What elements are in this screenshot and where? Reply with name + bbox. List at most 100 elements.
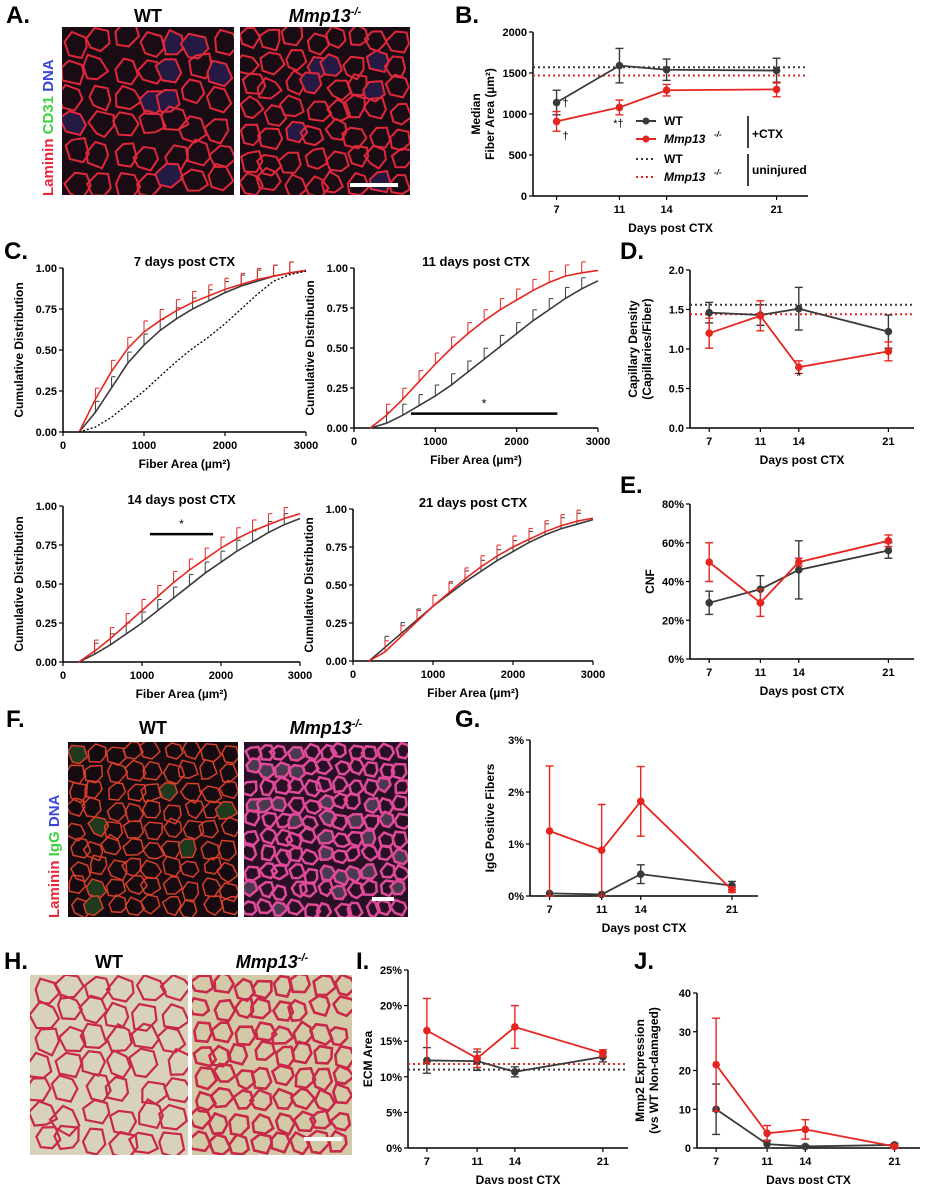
data-point [615,61,624,70]
y-tick-label: 0.25 [36,386,57,398]
y-tick-label: 1.5 [669,305,684,317]
data-point [615,103,624,112]
panel-letter-d: D. [620,238,644,265]
x-tick-label: 21 [882,667,894,679]
legend-group-label: +CTX [752,127,783,141]
x-tick-label: 14 [793,436,806,448]
panel-a-ko-micrograph [240,27,410,195]
y-tick-label: 2.0 [669,265,684,277]
panel-f-ko-title: Mmp13-/- [289,718,363,738]
y-axis-label: CNF [643,569,657,594]
data-point [795,363,803,371]
series-line [549,873,733,896]
chart-d: 0.0 0.5 1.0 1.5 2.0 7 11 14 21 Days post CTX Capil… [626,265,914,467]
panel-h-wt-title: WT [95,952,123,972]
x-tick-label: 2000 [504,436,528,448]
x-tick-label: 3000 [581,669,605,681]
x-tick-label: 1000 [423,436,447,448]
x-tick-label: 1000 [130,670,154,682]
legend-label: Mmp13 [664,170,706,184]
y-axis-label: Cumulative Distribution [12,282,26,417]
legend-sup: -/- [714,168,722,177]
x-tick-label: 2000 [209,670,233,682]
annotation-star: * [796,369,801,384]
data-point [772,66,781,75]
x-tick-label: 3000 [288,670,312,682]
scale-bar [304,1137,342,1141]
chart-title: 14 days post CTX [127,492,236,507]
data-point [597,846,606,855]
scale-bar [372,897,394,901]
panel-letter-i: I. [356,948,370,975]
panel-h-wt-micrograph [30,975,188,1155]
data-point [511,1068,519,1076]
y-tick-label: 3% [508,735,524,747]
x-tick-label: 21 [726,904,738,916]
data-point [423,1026,431,1035]
y-tick-label: 5% [386,1107,402,1119]
y-axis-label: IgG Positive Fibers [483,763,497,872]
panel-h-ko-micrograph [192,975,352,1155]
x-axis-label: Fiber Area (µm²) [430,453,522,467]
data-point [756,599,765,607]
x-tick-label: 21 [888,1156,900,1168]
series-line [715,1064,895,1148]
y-tick-label: 1.0 [669,344,684,356]
y-tick-label: 0% [508,891,524,903]
y-tick-label: 0.5 [669,384,684,396]
x-tick-label: 7 [706,667,712,679]
x-tick-label: 11 [471,1156,483,1168]
annotation-dagger: † [563,130,569,142]
panel-letter-h: H. [4,948,28,975]
chart-c3: 0.00 0.25 0.50 0.75 1.00 0 1000 2000 3000 Fiber A… [12,492,312,701]
legend-label: WT [664,114,683,128]
data-point [795,566,803,574]
significance-star: * [179,517,184,531]
y-tick-label: 0 [521,191,527,203]
y-tick-label: 10% [380,1072,402,1084]
x-tick-label: 7 [706,436,712,448]
series-line [426,1055,604,1073]
y-tick-label: 0.50 [36,345,57,357]
x-tick-label: 21 [770,204,782,216]
y-tick-label: 0% [668,654,684,666]
y-tick-label: 1% [508,839,524,851]
data-point [884,347,893,356]
chart-e: 0% 20% 40% 60% 80% 7 11 14 21 Days post CTX CNF [643,499,914,698]
chart-c1: 0.00 0.25 0.50 0.75 1.00 0 1000 2000 3000 Fiber A… [12,254,318,471]
panel-f-wt-title: WT [139,718,167,738]
x-axis-label: Fiber Area (µm²) [139,457,231,471]
y-tick-label: 1500 [503,68,527,80]
x-axis-label: Days post CTX [760,684,845,698]
y-tick-label: 0.75 [36,304,57,316]
x-tick-label: 7 [713,1156,719,1168]
x-tick-label: 11 [596,904,608,916]
legend-label: WT [664,152,683,166]
y-tick-label: 40% [662,577,684,589]
y-axis-label: (Capillaries/Fiber) [640,298,654,399]
x-tick-label: 14 [635,904,648,916]
y-axis-label: Cumulative Distribution [303,280,317,415]
annotation-star-dagger: *† [613,118,623,130]
annotation-dagger: † [563,98,569,110]
chart-title: 21 days post CTX [419,495,528,510]
legend-marker [642,117,650,125]
y-tick-label: 1.00 [36,263,57,275]
y-tick-label: 2000 [503,27,527,39]
data-point [772,85,781,94]
series-line [426,1025,604,1060]
legend-sup: -/- [714,130,722,139]
y-tick-label: 0.00 [326,656,347,668]
y-tick-label: 1.00 [326,504,347,516]
y-tick-label: 15% [380,1036,402,1048]
x-tick-label: 21 [597,1156,609,1168]
chart-i: 0% 5% 10% 15% 20% 25% 7 11 14 21 Days post CTX ECM … [361,965,628,1184]
data-point [705,599,713,607]
y-axis-label: Median [469,93,483,134]
panel-f-wt-micrograph [68,742,238,917]
y-tick-label: 0.50 [327,343,348,355]
data-point [756,312,765,320]
y-tick-label: 25% [380,965,402,977]
chart-b: 0 500 1000 1500 2000 7 11 14 21 Days post CTX Medi… [469,27,808,235]
